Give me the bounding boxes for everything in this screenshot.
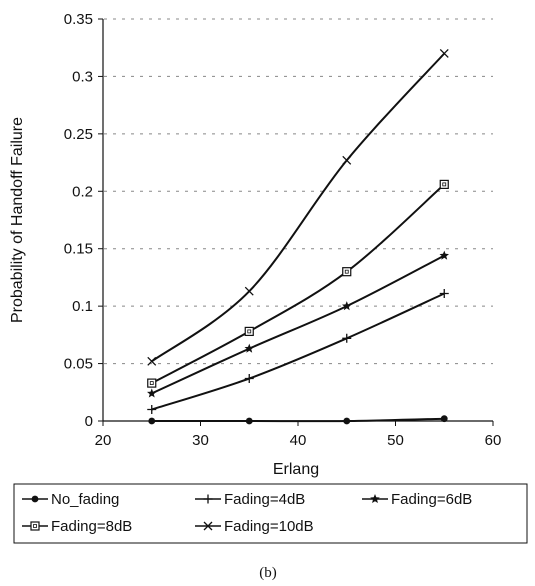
data-point-fading-6db [244, 343, 254, 353]
y-tick-label: 0.35 [64, 11, 93, 28]
legend-item-fading-10db: Fading=10dB [195, 518, 314, 535]
marker-square-inner [344, 269, 349, 274]
data-point-fading-8db [439, 179, 449, 189]
marker-square [244, 326, 254, 337]
y-tick-labels: 0 0.05 0.1 0.15 0.2 0.25 0.3 0.35 [64, 11, 103, 430]
marker-plus [203, 494, 213, 504]
data-point-fading-10db [147, 356, 157, 366]
marker-plus [244, 374, 254, 384]
marker-star [342, 301, 352, 311]
data-point-no-fading [148, 417, 156, 425]
marker-star [244, 343, 254, 353]
marker-x [203, 521, 213, 531]
y-axis-title: Probability of Handoff Failure [9, 117, 26, 323]
legend-item-no-fading: No_fading [22, 491, 119, 508]
figure-caption: (b) [259, 565, 277, 581]
data-point-fading-10db [439, 48, 449, 58]
x-tick-label: 20 [95, 432, 112, 449]
series-line-fading-6db [151, 254, 445, 395]
data-point-fading-10db [244, 286, 254, 296]
y-tick-label: 0.1 [72, 298, 93, 315]
series-markers [147, 48, 449, 425]
data-point-fading-10db [342, 155, 352, 165]
marker-x [342, 155, 352, 165]
data-point-fading-4db [147, 405, 157, 415]
x-axis-title: Erlang [273, 461, 319, 478]
x-tick-labels: 20 30 40 50 60 [95, 421, 502, 449]
marker-square [342, 267, 352, 277]
legend-label: Fading=4dB [224, 491, 305, 508]
y-tick-label: 0 [85, 413, 93, 430]
y-tick-label: 0.2 [72, 183, 93, 200]
legend-marker [203, 521, 213, 531]
marker-square [30, 521, 40, 531]
marker-square-inner [247, 329, 252, 334]
data-point-fading-4db [244, 374, 254, 384]
marker-x [244, 286, 254, 296]
data-point-fading-8db [147, 378, 157, 388]
marker-square-inner [442, 182, 447, 187]
marker-square [147, 378, 157, 388]
legend-item-fading-8db: Fading=8dB [22, 518, 132, 535]
legend-marker [203, 494, 213, 504]
marker-plus [439, 289, 449, 299]
y-tick-label: 0.05 [64, 356, 93, 373]
data-point-fading-8db [342, 267, 352, 277]
x-tick-label: 60 [485, 432, 502, 449]
marker-star [439, 250, 449, 260]
marker-square [439, 179, 449, 189]
data-point-no-fading [343, 417, 351, 425]
legend: No_fading Fading=4dB Fading=6dB Fading=8dB F… [13, 483, 528, 544]
marker-star [370, 494, 380, 503]
legend-box [13, 483, 528, 544]
data-point-fading-8db [244, 326, 254, 337]
legend-marker [30, 521, 40, 531]
data-point-no-fading [440, 415, 448, 423]
marker-dot [440, 415, 448, 423]
marker-dot [343, 417, 351, 425]
marker-dot [245, 417, 253, 425]
legend-label: Fading=6dB [391, 491, 472, 508]
series-line-fading-4db [151, 292, 445, 411]
y-tick-label: 0.15 [64, 241, 93, 258]
series-lines [151, 52, 446, 423]
y-tick-label: 0.3 [72, 68, 93, 85]
series-line-fading-10db [151, 52, 446, 363]
data-point-fading-4db [342, 333, 352, 343]
x-tick-label: 30 [192, 432, 209, 449]
marker-square-inner [149, 381, 154, 385]
data-point-no-fading [245, 417, 253, 425]
marker-x [439, 48, 449, 58]
marker-star [147, 388, 157, 398]
legend-marker [31, 495, 39, 503]
axes [102, 19, 493, 422]
x-tick-label: 50 [387, 432, 404, 449]
marker-dot [148, 417, 156, 425]
legend-marker [370, 494, 380, 503]
data-point-fading-4db [439, 289, 449, 299]
marker-x [147, 356, 157, 366]
legend-label: Fading=10dB [224, 518, 314, 535]
marker-plus [147, 405, 157, 415]
data-point-fading-6db [342, 301, 352, 311]
series-line-fading-8db [151, 183, 445, 384]
legend-label: No_fading [51, 491, 119, 508]
y-tick-label: 0.25 [64, 126, 93, 143]
legend-label: Fading=8dB [51, 518, 132, 535]
series-line-no-fading [151, 417, 445, 423]
marker-dot [31, 495, 39, 503]
data-point-fading-6db [147, 388, 157, 398]
data-point-fading-6db [439, 250, 449, 260]
grid-lines [104, 18, 493, 365]
legend-item-fading-4db: Fading=4dB [195, 491, 305, 508]
x-tick-label: 40 [290, 432, 307, 449]
marker-plus [342, 333, 352, 343]
marker-square-inner [33, 524, 37, 528]
legend-item-fading-6db: Fading=6dB [362, 491, 472, 508]
